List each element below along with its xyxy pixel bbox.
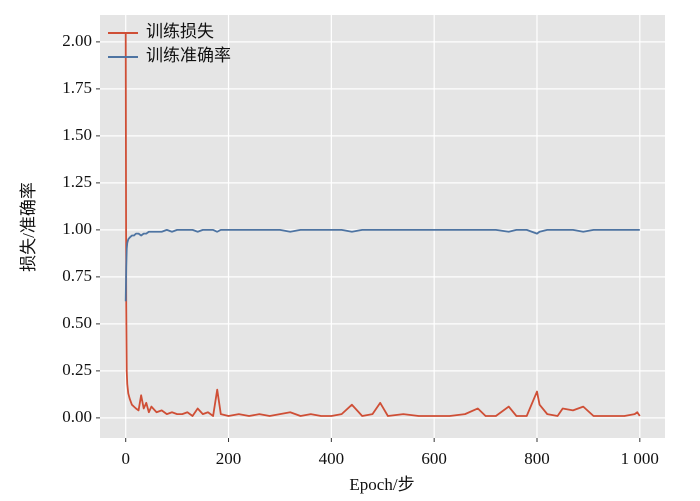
- y-tick-label: 0.75: [62, 266, 92, 285]
- y-tick-label: 2.00: [62, 31, 92, 50]
- x-tick-label: 1 000: [621, 449, 659, 468]
- x-tick-label: 400: [319, 449, 345, 468]
- legend-label: 训练准确率: [146, 46, 231, 65]
- plot-area: [100, 15, 665, 438]
- x-tick-label: 600: [421, 449, 447, 468]
- y-tick-label: 1.25: [62, 172, 92, 191]
- x-tick-label: 0: [121, 449, 130, 468]
- y-tick-label: 1.75: [62, 78, 92, 97]
- y-tick-label: 1.50: [62, 125, 92, 144]
- x-tick-label: 800: [524, 449, 550, 468]
- legend-label: 训练损失: [146, 22, 214, 41]
- x-tick-label: 200: [216, 449, 242, 468]
- y-tick-label: 1.00: [62, 219, 92, 238]
- y-tick-label: 0.00: [62, 407, 92, 426]
- y-tick-label: 0.50: [62, 313, 92, 332]
- y-axis-label: 损失/准确率: [19, 182, 38, 272]
- line-series: [124, 228, 640, 302]
- y-tick-label: 0.25: [62, 360, 92, 379]
- line-series: [124, 32, 641, 417]
- x-axis-label: Epoch/步: [349, 475, 414, 494]
